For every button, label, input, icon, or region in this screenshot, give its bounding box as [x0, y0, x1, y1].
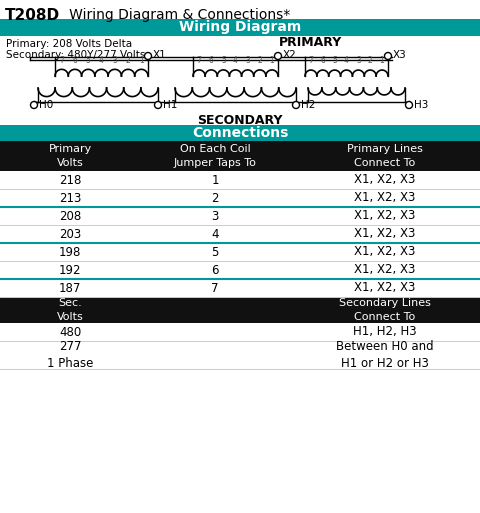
Text: 480: 480: [59, 326, 81, 339]
Text: Secondary: 480Y/277 Volts: Secondary: 480Y/277 Volts: [6, 50, 145, 60]
Text: 4: 4: [233, 56, 238, 65]
Bar: [0, 141, 480, 171]
Text: Primary: 208 Volts Delta: Primary: 208 Volts Delta: [6, 39, 132, 49]
Text: Wiring Diagram & Connections*: Wiring Diagram & Connections*: [56, 8, 290, 22]
Text: Secondary Lines
Connect To: Secondary Lines Connect To: [339, 299, 431, 322]
Text: 5: 5: [86, 56, 91, 65]
Bar: [0, 19, 480, 36]
Text: 1: 1: [139, 56, 144, 65]
Text: 2: 2: [368, 56, 372, 65]
Text: 4: 4: [211, 227, 219, 241]
Bar: [0, 341, 480, 369]
Text: H3: H3: [414, 100, 428, 110]
Text: X1, X2, X3: X1, X2, X3: [354, 209, 416, 223]
Text: 5: 5: [332, 56, 337, 65]
Text: 2: 2: [211, 191, 219, 205]
Text: X1, X2, X3: X1, X2, X3: [354, 246, 416, 259]
Text: Between H0 and
H1 or H2 or H3: Between H0 and H1 or H2 or H3: [336, 340, 434, 370]
Text: H1: H1: [163, 100, 178, 110]
Text: 7: 7: [211, 282, 219, 294]
Circle shape: [292, 102, 300, 109]
Text: 277
1 Phase: 277 1 Phase: [47, 340, 93, 370]
Text: X1, X2, X3: X1, X2, X3: [354, 282, 416, 294]
Text: 6: 6: [320, 56, 325, 65]
Text: 2: 2: [126, 56, 131, 65]
Text: Primary Lines
Connect To: Primary Lines Connect To: [347, 144, 423, 168]
Text: 1: 1: [211, 173, 219, 187]
Text: On Each Coil
Jumper Taps To: On Each Coil Jumper Taps To: [174, 144, 256, 168]
Bar: [0, 171, 480, 189]
Text: Wiring Diagram: Wiring Diagram: [179, 21, 301, 34]
Text: X1, X2, X3: X1, X2, X3: [354, 191, 416, 205]
Circle shape: [406, 102, 412, 109]
Text: X1, X2, X3: X1, X2, X3: [354, 173, 416, 187]
Bar: [0, 125, 480, 141]
Text: H2: H2: [301, 100, 315, 110]
Text: T208D: T208D: [5, 8, 60, 23]
Text: 4: 4: [344, 56, 349, 65]
Text: 198: 198: [59, 246, 81, 259]
Text: X1, X2, X3: X1, X2, X3: [354, 264, 416, 277]
Text: Sec.
Volts: Sec. Volts: [57, 299, 84, 322]
Bar: [0, 369, 480, 513]
Text: PRIMARY: PRIMARY: [278, 36, 342, 49]
Text: Primary
Volts: Primary Volts: [48, 144, 92, 168]
Text: 7: 7: [309, 56, 313, 65]
Text: 7: 7: [197, 56, 202, 65]
Text: Connections: Connections: [192, 126, 288, 140]
Bar: [0, 297, 480, 323]
Text: 208: 208: [59, 209, 81, 223]
Text: X1: X1: [153, 50, 167, 60]
Bar: [0, 279, 480, 297]
Circle shape: [31, 102, 37, 109]
Bar: [0, 261, 480, 279]
Circle shape: [384, 52, 392, 60]
Text: 218: 218: [59, 173, 81, 187]
Text: 3: 3: [112, 56, 117, 65]
Bar: [0, 225, 480, 243]
Text: 2: 2: [257, 56, 262, 65]
Text: 5: 5: [221, 56, 226, 65]
Text: 4: 4: [99, 56, 104, 65]
Circle shape: [275, 52, 281, 60]
Text: 7: 7: [59, 56, 64, 65]
Text: 6: 6: [209, 56, 214, 65]
Circle shape: [155, 102, 161, 109]
Text: 3: 3: [211, 209, 219, 223]
Bar: [0, 189, 480, 207]
Text: X2: X2: [283, 50, 297, 60]
Bar: [0, 323, 480, 341]
Text: 5: 5: [211, 246, 219, 259]
Circle shape: [144, 52, 152, 60]
Text: 203: 203: [59, 227, 81, 241]
Text: H0: H0: [39, 100, 53, 110]
Bar: [0, 207, 480, 225]
Text: 3: 3: [245, 56, 250, 65]
Text: X3: X3: [393, 50, 407, 60]
Text: 6: 6: [211, 264, 219, 277]
Text: 213: 213: [59, 191, 81, 205]
Text: 192: 192: [59, 264, 81, 277]
Bar: [0, 243, 480, 261]
Text: 3: 3: [356, 56, 361, 65]
Text: 187: 187: [59, 282, 81, 294]
Text: 6: 6: [72, 56, 77, 65]
Text: 1: 1: [380, 56, 384, 65]
Text: X1, X2, X3: X1, X2, X3: [354, 227, 416, 241]
Text: H1, H2, H3: H1, H2, H3: [353, 326, 417, 339]
Text: SECONDARY: SECONDARY: [197, 114, 283, 127]
Text: 1: 1: [270, 56, 274, 65]
